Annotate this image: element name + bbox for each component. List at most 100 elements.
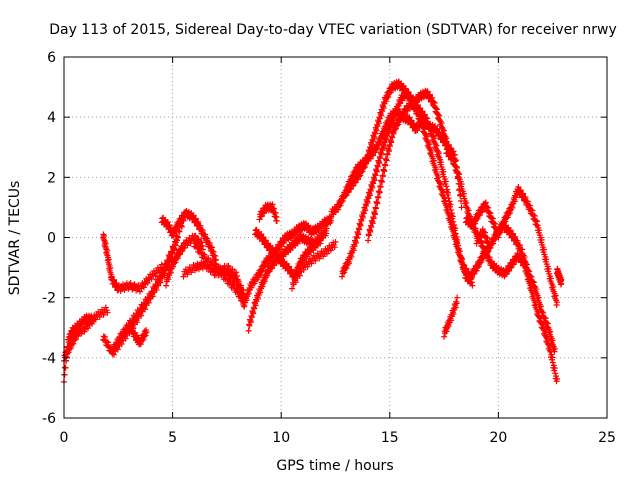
- data-point: [317, 240, 324, 247]
- data-point: [489, 240, 496, 247]
- data-point: [389, 134, 396, 141]
- data-point: [65, 349, 72, 356]
- data-point: [357, 172, 364, 179]
- data-point: [254, 295, 261, 302]
- y-tick-label: 2: [47, 170, 56, 186]
- data-point: [552, 370, 559, 377]
- data-point: [219, 268, 226, 275]
- data-point: [70, 340, 77, 347]
- data-point: [266, 268, 273, 275]
- data-point: [71, 337, 78, 344]
- axis-ticks: 0 5 10 15 20 25 -6 -4 -2 0 2 4 6: [42, 50, 616, 446]
- data-point: [246, 322, 253, 329]
- data-point: [155, 282, 162, 289]
- data-point: [252, 302, 259, 309]
- data-point: [503, 271, 510, 278]
- data-point: [366, 150, 373, 157]
- data-point: [85, 325, 92, 332]
- series-x: [473, 220, 558, 355]
- data-point: [66, 346, 73, 353]
- data-point: [61, 371, 68, 378]
- data-point: [233, 272, 240, 279]
- data-point: [138, 312, 145, 319]
- data-point: [153, 286, 160, 293]
- data-point: [67, 344, 74, 351]
- data-point: [137, 288, 144, 295]
- data-point: [157, 279, 164, 286]
- y-tick-label: 0: [47, 231, 56, 247]
- data-point: [368, 142, 375, 149]
- data-point: [348, 253, 355, 260]
- data-point: [386, 148, 393, 155]
- data-point: [441, 333, 448, 340]
- data-point: [369, 138, 376, 145]
- data-point: [397, 117, 404, 124]
- series-p: [289, 239, 339, 292]
- data-point: [369, 184, 376, 191]
- data-point: [373, 168, 380, 175]
- data-point: [170, 260, 177, 267]
- data-point: [292, 279, 299, 286]
- data-point: [358, 169, 365, 176]
- data-point: [549, 359, 556, 366]
- series-v: [441, 294, 461, 340]
- data-point: [215, 264, 222, 271]
- data-point: [506, 267, 513, 274]
- series-t: [365, 87, 450, 244]
- data-point: [174, 255, 181, 262]
- data-point: [227, 277, 234, 284]
- data-point: [332, 239, 339, 246]
- data-point: [473, 217, 480, 224]
- data-point: [351, 243, 358, 250]
- data-point: [323, 225, 330, 232]
- data-point: [377, 184, 384, 191]
- data-point: [243, 297, 250, 304]
- data-point: [233, 269, 240, 276]
- y-axis-label: SDTVAR / TECUs: [7, 181, 23, 296]
- data-point: [141, 333, 148, 340]
- data-point: [550, 362, 557, 369]
- series-c: [100, 231, 165, 295]
- data-point: [476, 212, 483, 219]
- data-point: [488, 241, 495, 248]
- data-point: [551, 345, 558, 352]
- data-point: [364, 199, 371, 206]
- data-point: [205, 255, 212, 262]
- data-point: [339, 273, 346, 280]
- data-point: [469, 224, 476, 231]
- data-point: [230, 281, 237, 288]
- data-point: [101, 333, 108, 340]
- data-point: [365, 153, 372, 160]
- series-u: [443, 146, 561, 385]
- data-point: [474, 264, 481, 271]
- data-point: [350, 247, 357, 254]
- data-point: [170, 263, 177, 270]
- data-point: [342, 266, 349, 273]
- x-axis-label: GPS time / hours: [276, 458, 393, 474]
- data-point: [375, 120, 382, 127]
- data-point: [373, 146, 380, 153]
- data-point: [367, 228, 374, 235]
- data-point: [379, 179, 386, 186]
- data-point: [376, 160, 383, 167]
- data-point: [144, 280, 151, 287]
- data-point: [372, 211, 379, 218]
- data-point: [469, 274, 476, 281]
- data-point: [141, 306, 148, 313]
- data-point: [374, 145, 381, 152]
- data-point: [375, 194, 382, 201]
- data-point: [358, 217, 365, 224]
- data-point: [447, 201, 454, 208]
- series-g: [158, 207, 220, 267]
- data-point: [134, 319, 141, 326]
- x-tick-label: 25: [598, 430, 616, 446]
- data-point: [114, 346, 121, 353]
- data-point: [443, 183, 450, 190]
- data-point: [140, 336, 147, 343]
- data-point: [159, 275, 166, 282]
- data-point: [342, 193, 349, 200]
- series-s: [343, 78, 493, 282]
- x-tick-label: 0: [60, 430, 69, 446]
- data-point: [296, 272, 303, 279]
- data-point: [387, 89, 394, 96]
